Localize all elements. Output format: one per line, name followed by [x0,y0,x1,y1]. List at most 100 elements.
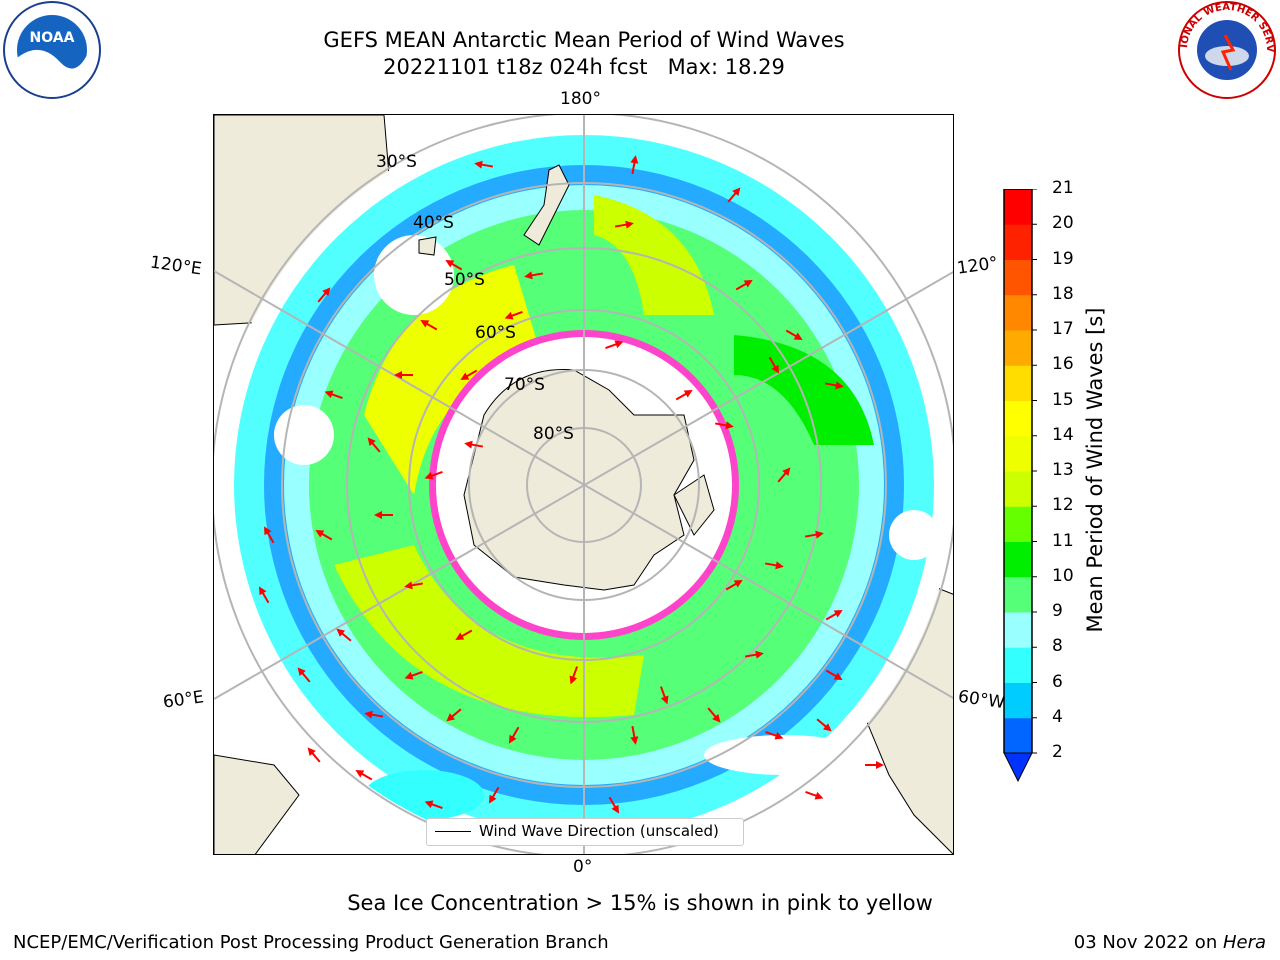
wave-direction-arrow [764,561,784,570]
colorbar-segment [1004,400,1032,437]
wave-direction-arrow [707,707,721,723]
footer-date-text: 03 Nov 2022 on [1073,932,1223,953]
wave-direction-arrow [264,526,275,544]
colorbar-segment [1004,330,1032,366]
wave-direction-arrow [474,160,494,169]
wave-direction-arrow [259,586,270,604]
lat-label-50s: 50°S [444,270,485,290]
lat-label-80s: 80°S [533,424,574,444]
chart-title: GEFS MEAN Antarctic Mean Period of Wind … [323,28,845,52]
wave-direction-arrow [816,718,832,732]
wave-direction-arrow [307,747,321,763]
wave-direction-arrow [336,628,352,642]
antarctic-peninsula [673,474,715,536]
wave-direction-arrow [464,440,484,449]
wave-direction-arrow [605,340,624,350]
colorbar-segment [1004,506,1032,542]
wave-direction-arrow [630,155,639,175]
colorbar-tick-label: 20 [1052,213,1074,234]
wave-direction-arrow [404,581,424,590]
wave-direction-arrow [659,686,669,705]
colorbar-tick-label: 6 [1052,671,1063,692]
lon-label-60w: 60°W [956,686,1007,714]
colorbar-tick-label: 11 [1052,530,1074,551]
colorbar-segment [1004,471,1032,507]
wave-direction-arrow [630,725,639,745]
lon-label-120e: 120°E [148,252,203,280]
land-tasmania [418,236,437,256]
lon-label-180: 180° [560,89,601,109]
wave-direction-arrow [608,796,619,814]
wave-direction-arrow [727,187,741,203]
wave-direction-arrow [805,790,824,800]
wave-direction-arrow [777,467,791,483]
svg-text:NOAA: NOAA [30,30,75,46]
colorbar-label: Mean Period of Wind Waves [s] [1083,307,1107,633]
wave-direction-arrow [446,708,462,722]
colorbar-segment [1004,259,1032,296]
wave-direction-arrow [460,369,478,380]
wave-direction-arrow [725,580,743,591]
legend-label: Wind Wave Direction (unscaled) [479,822,719,840]
lat-label-30s: 30°S [376,152,417,172]
colorbar-extend-triangle [1003,752,1033,783]
wave-direction-arrow [504,310,523,320]
colorbar-segment [1004,189,1032,225]
footer-host: Hera [1222,932,1266,953]
wave-direction-arrow [324,390,343,400]
map-legend: Wind Wave Direction (unscaled) [426,818,744,846]
wave-direction-arrow [364,710,384,719]
wave-direction-arrow [509,726,520,744]
lon-label-120w: 120° [955,253,1000,279]
wave-direction-arrow [804,530,824,539]
wave-direction-arrow [765,730,784,740]
colorbar-segment [1004,294,1032,331]
footer-credit: NCEP/EMC/Verification Post Processing Pr… [13,932,609,953]
wave-direction-arrow [489,786,500,804]
wave-direction-arrow [374,511,393,519]
graticule [214,115,953,854]
wave-direction-arrow [445,260,463,271]
colorbar-tick-label: 15 [1052,389,1074,410]
colorbar-segment [1004,365,1032,401]
lat-label-40s: 40°S [413,213,454,233]
colorbar-tick-label: 10 [1052,565,1074,586]
lon-label-60e: 60°E [161,687,206,713]
wave-direction-arrow [825,669,843,680]
colorbar-segment [1004,576,1032,613]
colorbar-tick-label: 12 [1052,495,1074,516]
wave-direction-arrow [367,437,381,453]
legend-line-swatch [435,831,471,832]
wave-direction-arrow [785,329,803,340]
colorbar-segment [1004,612,1032,648]
wave-direction-arrow [569,666,579,685]
wave-direction-arrow [394,371,413,379]
wave-direction-arrow [455,629,473,640]
colorbar-tick-label: 4 [1052,706,1063,727]
sea-ice-note: Sea Ice Concentration > 15% is shown in … [347,891,933,915]
wave-direction-arrow [355,770,373,781]
wave-direction-arrow [297,667,311,683]
colorbar-segment [1004,224,1032,260]
colorbar-tick-label: 9 [1052,601,1063,621]
lat-label-60s: 60°S [475,323,516,343]
wave-direction-arrow [824,381,844,390]
wave-direction-arrow [317,287,331,303]
wave-direction-arrow [424,470,443,480]
wave-direction-arrow [524,271,544,280]
wave-direction-arrow [315,530,333,541]
lon-label-0: 0° [573,857,593,877]
colorbar [1003,189,1037,783]
wave-direction-arrow [735,280,753,291]
wave-direction-arrow [825,610,843,621]
wave-direction-arrow [675,390,693,401]
wave-direction-arrow [744,650,764,659]
nws-logo: NATIONAL WEATHER SERVICE [1175,0,1276,99]
colorbar-tick-label: 16 [1052,354,1074,375]
footer-date: 03 Nov 2022 on Hera [1074,932,1266,953]
wave-direction-arrow [614,220,634,229]
noaa-logo: NOAA [3,1,101,99]
colorbar-tick-label: 19 [1052,248,1074,269]
polar-map [213,114,954,855]
colorbar-tick-label: 2 [1052,742,1063,762]
